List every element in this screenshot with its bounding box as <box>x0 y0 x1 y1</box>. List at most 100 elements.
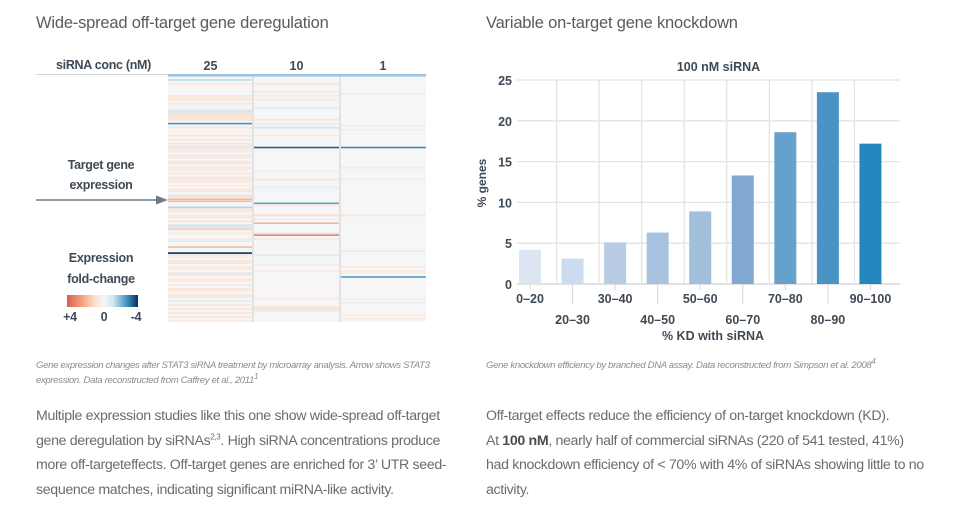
heatmap-cell <box>340 266 426 269</box>
heatmap-cell <box>168 214 253 217</box>
target-arrow-icon <box>36 195 168 205</box>
heatmap-cell <box>340 92 426 95</box>
target-gene-label-line1: Target gene <box>67 158 135 172</box>
left-body-part2: . High siRNA concentrations produce more… <box>36 432 447 498</box>
heatmap-cell <box>168 226 253 229</box>
heatmap-cell <box>168 316 253 318</box>
bar-chart: 100 nM siRNA 0 5 10 15 20 25 0–20 20–30 30–40 40–5… <box>475 60 900 340</box>
heatmap-cell <box>253 214 340 217</box>
heatmap-cell <box>168 296 253 298</box>
heatmap-cell <box>253 146 340 149</box>
heatmap-column-bg <box>253 75 340 322</box>
x-tick-label: 80–90 <box>811 313 846 327</box>
x-tick-label: 50–60 <box>683 292 718 306</box>
heatmap-cell <box>168 290 253 292</box>
left-body-text: Multiple expression studies like this on… <box>36 404 466 502</box>
heatmap-cell <box>340 250 426 253</box>
heatmap-cell <box>168 320 253 322</box>
bar-20-30 <box>561 258 584 284</box>
y-tick-label: 5 <box>505 237 512 251</box>
heatmap-column-bg <box>340 75 426 322</box>
heatmap-cell <box>168 150 253 153</box>
heatmap-cell <box>168 180 253 183</box>
right-body-at: At <box>486 432 503 449</box>
right-body-text: Off-target effects reduce the efficiency… <box>486 404 926 502</box>
heatmap-cell <box>168 304 253 306</box>
heatmap-cell <box>168 134 253 137</box>
heatmap-cell <box>340 178 426 181</box>
bar-50-60 <box>689 211 712 284</box>
heatmap-column-header-label: siRNA conc (nM) <box>56 58 152 72</box>
heatmap-cell <box>168 122 253 125</box>
right-body-line1: Off-target effects reduce the efficiency… <box>486 408 890 424</box>
right-body-rest: , nearly half of commercial siRNAs (220 … <box>486 432 924 498</box>
heatmap-column-divider <box>252 75 254 322</box>
bar-chart-title: 100 nM siRNA <box>677 60 760 74</box>
heatmap-cell <box>253 232 340 235</box>
heatmap-cell <box>168 116 253 119</box>
heatmap-cell <box>168 178 253 181</box>
heatmap-cell <box>168 114 253 117</box>
heatmap-cell <box>168 144 253 147</box>
heatmap-cell <box>253 298 340 300</box>
heatmap-cell <box>168 312 253 314</box>
heatmap-cell <box>168 156 253 159</box>
right-body-emphasis: 100 nM <box>502 432 549 449</box>
heatmap-cell <box>340 128 426 131</box>
heatmap-cell <box>340 302 426 304</box>
heatmap-cell <box>340 270 426 273</box>
heatmap-cell <box>253 238 340 241</box>
x-tick-label: 30–40 <box>598 292 633 306</box>
heatmap-cell <box>253 234 340 236</box>
header-divider <box>36 74 168 75</box>
x-tick-label: 40–50 <box>640 313 675 327</box>
heatmap-cell <box>168 308 253 310</box>
heatmap-cell <box>168 138 253 141</box>
heatmap-cell <box>168 110 253 113</box>
heatmap-cell <box>168 252 253 254</box>
heatmap-cell <box>340 214 426 217</box>
heatmap-cell <box>253 264 340 267</box>
heatmap-cell <box>168 256 253 259</box>
legend-tick-low: -4 <box>130 310 142 324</box>
heatmap-cell <box>168 200 253 203</box>
heatmap-cell <box>168 188 253 191</box>
heatmap-cell <box>168 278 253 280</box>
x-tick-label: 0–20 <box>516 292 544 306</box>
y-tick-label: 0 <box>505 278 512 292</box>
heatmap-cell <box>253 126 340 129</box>
heatmap-cell <box>168 254 253 257</box>
heatmap-cell <box>168 274 253 276</box>
heatmap-cell <box>168 240 253 243</box>
heatmap-cell <box>253 134 340 137</box>
heatmap-cell <box>340 146 426 149</box>
left-body-refs: 2,3 <box>210 431 221 441</box>
left-caption-text: Gene expression changes after STAT3 siRN… <box>36 360 430 386</box>
heatmap-column-label: 10 <box>290 59 304 73</box>
right-caption: Gene knockdown efficiency by branched DN… <box>486 357 916 373</box>
heatmap-cell <box>168 176 253 179</box>
heatmap-cell <box>168 168 253 171</box>
heatmap-cell <box>168 272 253 274</box>
heatmap-cell <box>253 170 340 173</box>
heatmap-cell <box>168 246 253 248</box>
heatmap-cell <box>168 280 253 282</box>
legend-title-line1: Expression <box>68 251 134 265</box>
heatmap-cell <box>168 78 253 81</box>
right-caption-text: Gene knockdown efficiency by branched DN… <box>486 360 872 371</box>
x-tick-label: 20–30 <box>555 313 590 327</box>
heatmap-cell <box>253 186 340 189</box>
heatmap-cell <box>340 314 426 316</box>
heatmap-cell <box>253 218 340 221</box>
heatmap-cell <box>168 126 253 129</box>
target-gene-label: Target gene expression <box>40 155 162 195</box>
legend-title: Expression fold-change <box>40 248 162 290</box>
heatmap-cell <box>253 222 340 224</box>
y-tick-label: 15 <box>498 156 512 170</box>
y-tick-label: 20 <box>498 115 512 129</box>
heatmap-cell <box>253 98 340 101</box>
heatmap-cell <box>168 160 253 163</box>
heatmap-cell <box>253 204 340 207</box>
heatmap-cell <box>168 184 253 187</box>
heatmap-cell <box>168 94 253 97</box>
